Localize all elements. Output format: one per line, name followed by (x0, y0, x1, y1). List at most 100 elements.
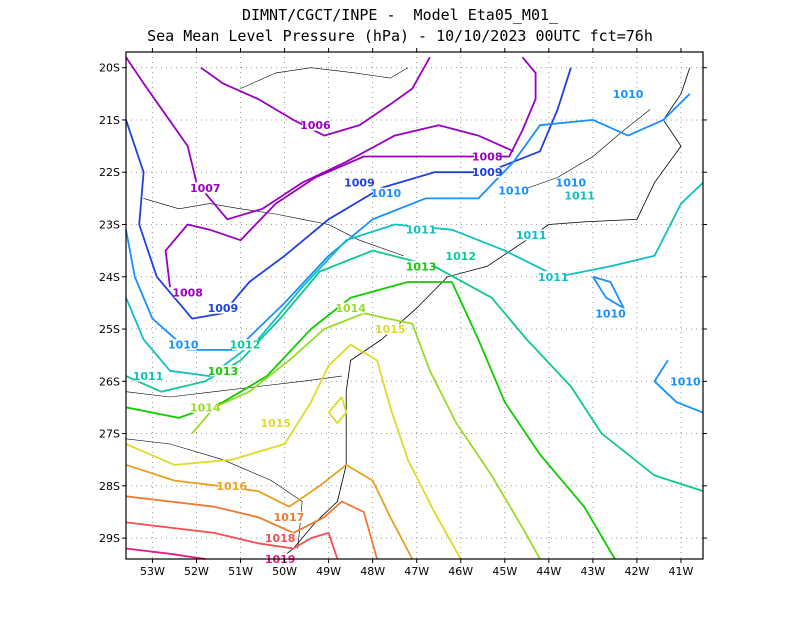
isobar-1008 (164, 56, 537, 288)
isobar-label: 1007 (190, 182, 221, 195)
isobar-label-bg (557, 177, 584, 189)
y-tick-label: 27S (99, 428, 120, 441)
isobar-label: 1012 (445, 250, 476, 263)
x-tick-label: 41W (669, 565, 694, 578)
isobar-1018 (125, 521, 339, 560)
isobar-label: 1011 (406, 224, 437, 237)
isobar-label: 1011 (133, 370, 164, 383)
isobar-1010 (592, 275, 625, 309)
isobar-label-bg (192, 182, 219, 194)
isobar-label: 1010 (371, 187, 402, 200)
isobar-label-bg (447, 250, 474, 262)
isobar-label: 1010 (168, 339, 199, 352)
y-tick-label: 25S (99, 323, 120, 336)
isobar-label: 1010 (670, 375, 701, 388)
isobar-label: 1006 (300, 119, 331, 132)
x-tick-label: 44W (536, 565, 561, 578)
isobar-1010 (653, 359, 704, 414)
x-tick-label: 51W (228, 565, 253, 578)
isobar-label-bg (597, 307, 624, 319)
isobar-label-bg (275, 511, 302, 523)
isobar-1011 (125, 182, 704, 377)
x-tick-label: 53W (140, 565, 165, 578)
isobar-label: 1008 (472, 151, 503, 164)
x-tick-label: 48W (360, 565, 385, 578)
isobar-label-bg (540, 271, 567, 283)
isobar-label-bg (408, 260, 435, 272)
isobar-label: 1010 (613, 88, 644, 101)
isobar-label-bg (302, 119, 329, 131)
isobar-1014 (191, 312, 541, 560)
isobar-label-bg (346, 177, 373, 189)
isobar-label: 1014 (190, 401, 221, 414)
state-border (143, 198, 404, 257)
isobar-label: 1018 (265, 532, 296, 545)
x-tick-label: 45W (492, 565, 517, 578)
y-tick-label: 26S (99, 375, 120, 388)
x-tick-label: 46W (448, 565, 473, 578)
isobar-label-bg (566, 190, 593, 202)
y-tick-label: 23S (99, 218, 120, 231)
isobar-label: 1010 (498, 185, 529, 198)
isobar-label-bg (474, 151, 501, 163)
isobar-label-bg (500, 185, 527, 197)
state-border (125, 375, 342, 398)
isobar-label-bg (372, 187, 399, 199)
coastline (279, 67, 691, 560)
y-tick-label: 22S (99, 166, 120, 179)
isobar-label-bg (615, 88, 642, 100)
isobar-label-bg (518, 229, 545, 241)
y-tick-label: 29S (99, 532, 120, 545)
isobar-label-bg (174, 286, 201, 298)
isobar-label: 1012 (230, 339, 261, 352)
map-grid (126, 52, 703, 559)
y-tick-label: 20S (99, 62, 120, 75)
isobar-label: 1016 (216, 480, 247, 493)
isobar-label: 1014 (335, 302, 366, 315)
isobar-1016 (125, 464, 414, 560)
state-border (125, 438, 303, 549)
y-tick-label: 21S (99, 114, 120, 127)
x-tick-label: 52W (184, 565, 209, 578)
isobar-label-bg (337, 302, 364, 314)
isobar-1012 (125, 249, 704, 492)
isobar-label-bg (170, 339, 197, 351)
isobar-1010 (125, 93, 691, 351)
isobar-label: 1011 (564, 190, 595, 203)
isobar-label: 1010 (595, 307, 626, 320)
map-frame (125, 51, 704, 560)
isobar-1015 (125, 343, 462, 560)
isobar-label-bg (377, 323, 404, 335)
isobar-label-bg (231, 339, 258, 351)
isobar-1017 (125, 495, 378, 560)
isobar-label: 1009 (472, 166, 503, 179)
x-tick-label: 50W (272, 565, 297, 578)
isobar-label: 1008 (172, 286, 203, 299)
isobar-label-bg (672, 375, 699, 387)
isobar-1009 (125, 67, 572, 320)
isobar-label: 1013 (208, 365, 239, 378)
coastline-and-borders (125, 67, 691, 560)
isobar-1015 (327, 396, 348, 424)
isobar-label-bg (209, 365, 236, 377)
y-tick-label: 24S (99, 271, 120, 284)
isobar-label: 1011 (538, 271, 569, 284)
chart-subtitle: Sea Mean Level Pressure (hPa) - 10/10/20… (147, 27, 653, 45)
isobar-lines (125, 56, 704, 560)
x-tick-label: 47W (404, 565, 429, 578)
isobar-label-bg (192, 401, 219, 413)
x-tick-label: 49W (316, 565, 341, 578)
isobar-label-bg (209, 302, 236, 314)
isobar-label: 1017 (274, 511, 305, 524)
x-tick-label: 43W (580, 565, 605, 578)
isobar-label-bg (408, 224, 435, 236)
chart-title: DIMNT/CGCT/INPE - Model Eta05_M01_ (241, 6, 559, 24)
isobar-1013 (125, 281, 616, 560)
state-border (513, 109, 651, 194)
isobar-label-bg (262, 417, 289, 429)
isobar-label: 1015 (375, 323, 406, 336)
isobar-label: 1013 (406, 260, 437, 273)
axis-ticks: 53W 52W 51W 50W 49W 48W 47W 46W 45W 44W 43W 42W 41W 2… (99, 48, 707, 578)
